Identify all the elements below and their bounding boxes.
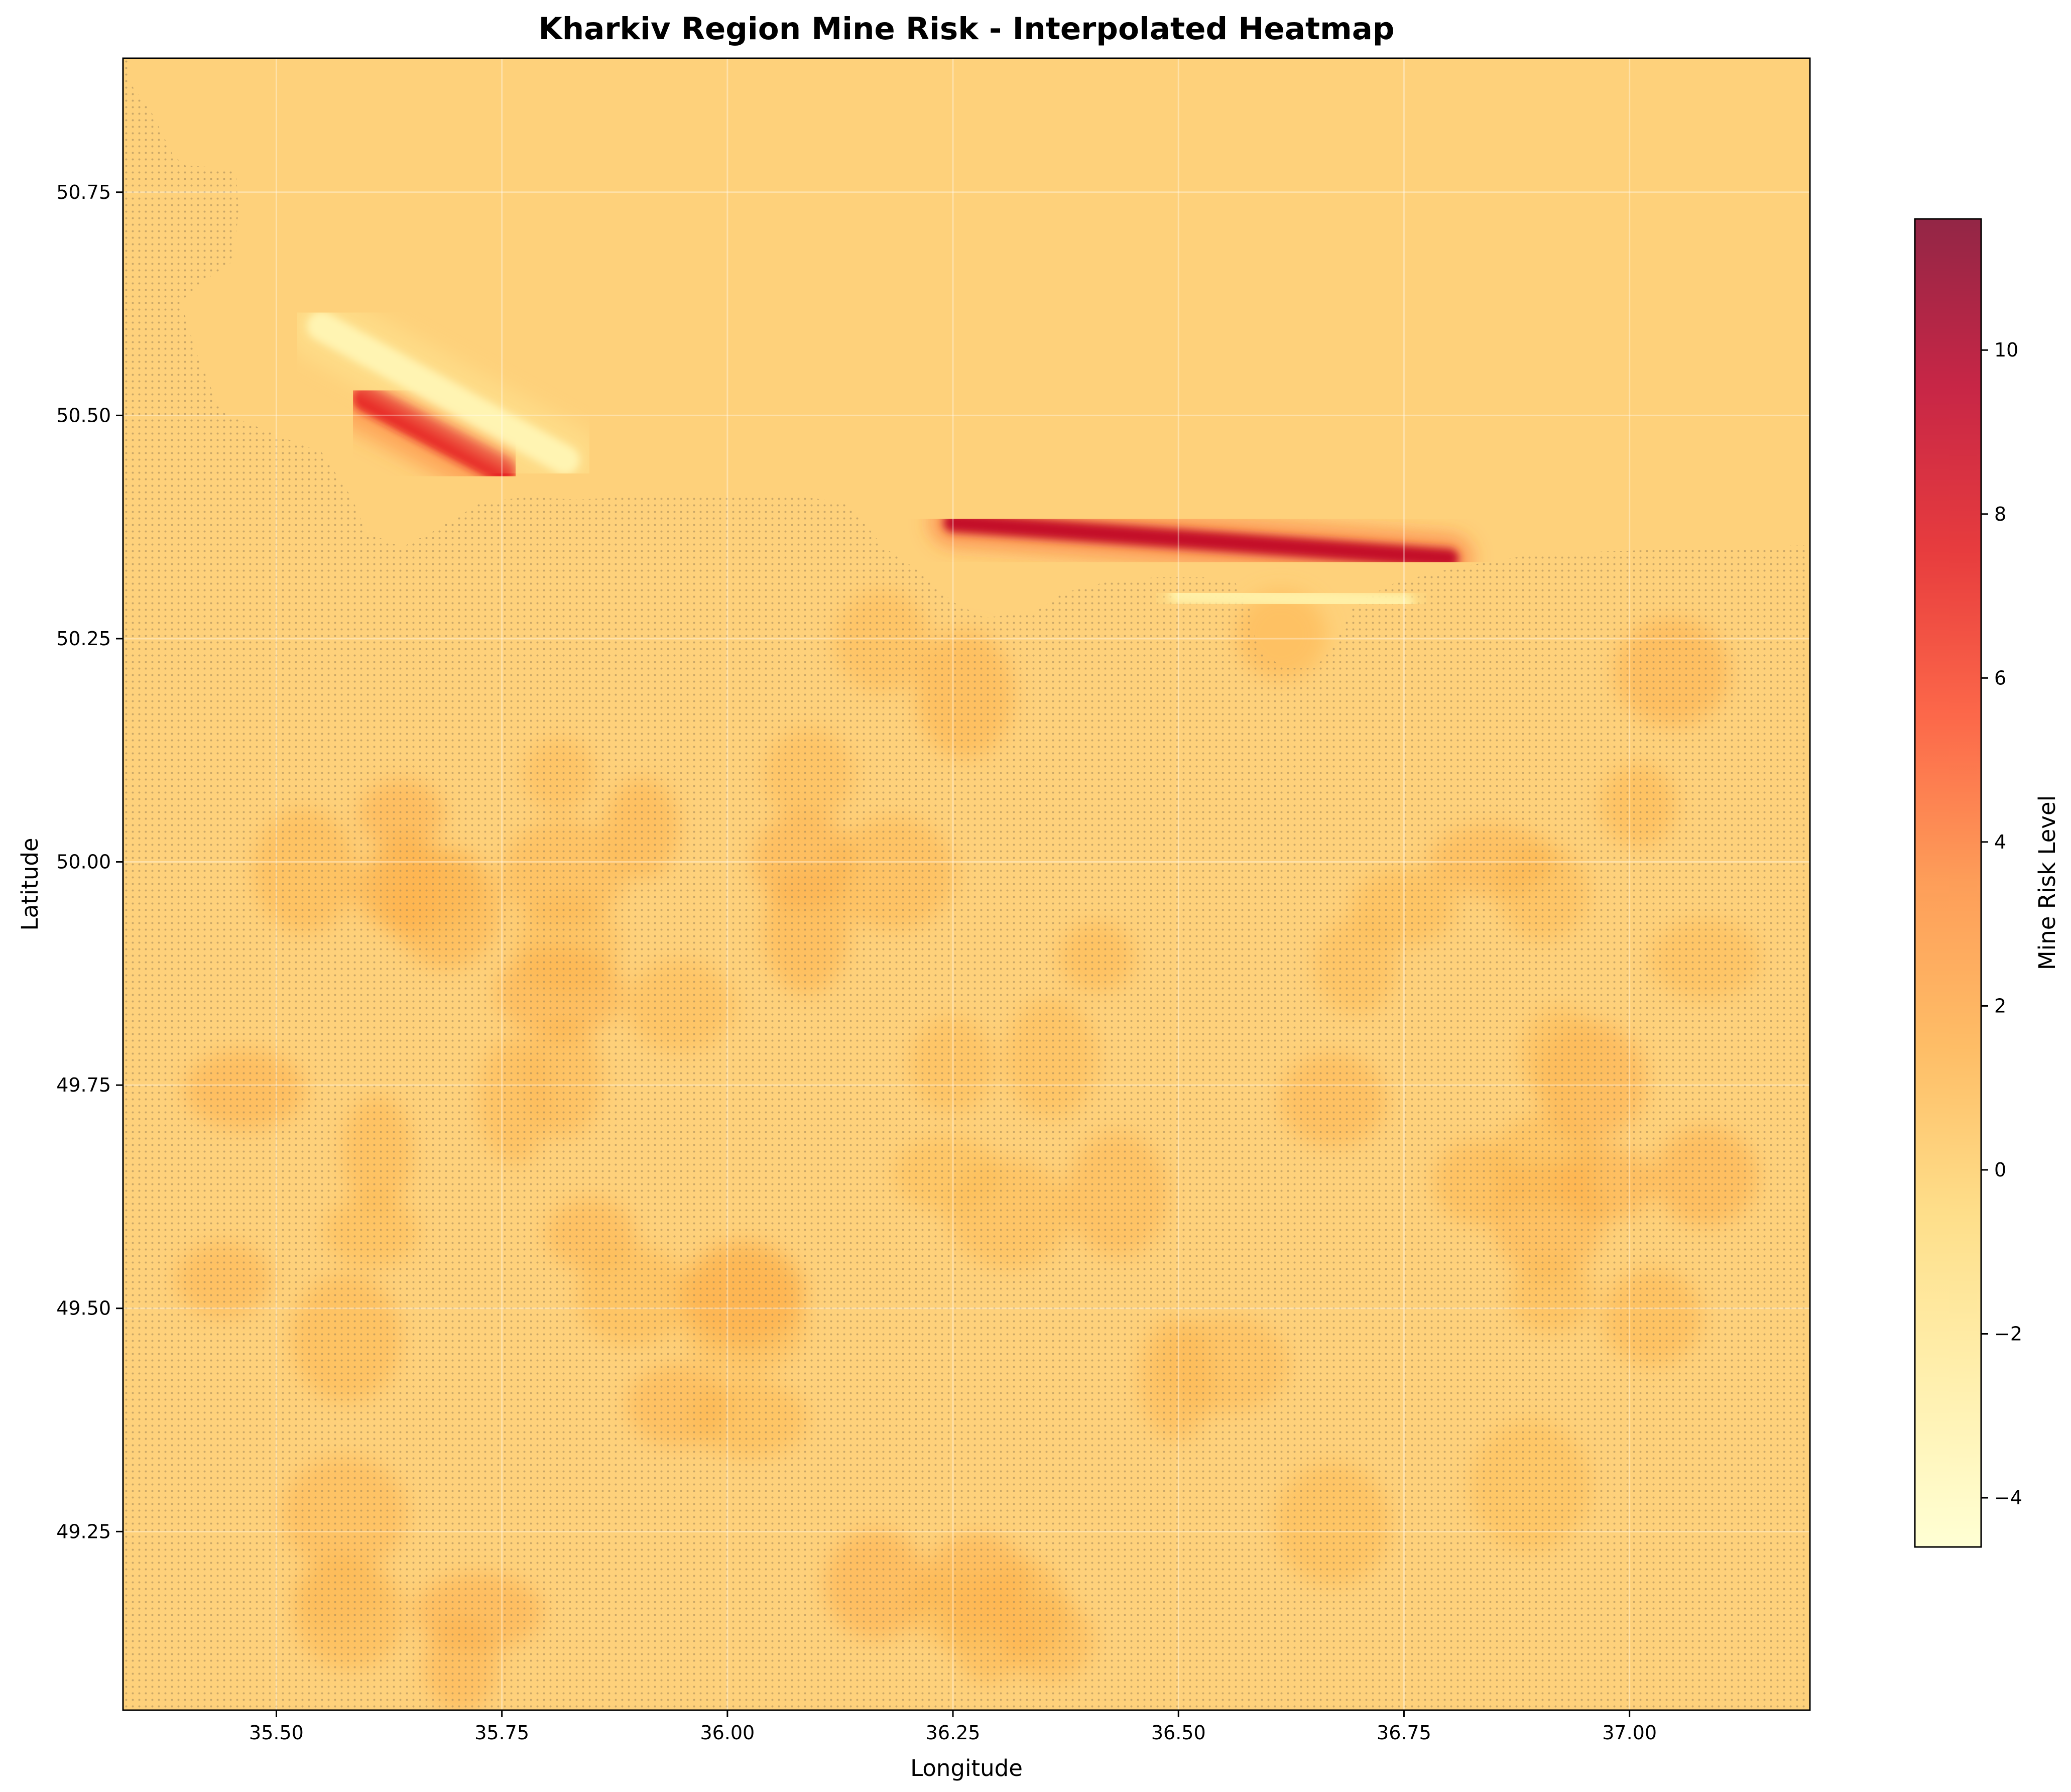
risk-bands bbox=[286, 291, 1472, 626]
x-tick-label: 35.50 bbox=[249, 1722, 304, 1744]
x-axis-label: Longitude bbox=[910, 1755, 1023, 1781]
colorbar-label: Mine Risk Level bbox=[2034, 795, 2060, 970]
y-axis-ticks: 49.25 49.50 49.75 50.00 50.25 50.50 50.75 bbox=[56, 181, 123, 1542]
survey-dots bbox=[123, 58, 1810, 1710]
grid-lines bbox=[123, 58, 1810, 1710]
y-tick-label: 49.50 bbox=[56, 1297, 111, 1320]
x-tick-label: 37.00 bbox=[1602, 1722, 1657, 1744]
x-tick-label: 36.50 bbox=[1151, 1722, 1206, 1744]
colorbar-ticks: −4 −2 0 2 4 6 8 10 bbox=[1981, 339, 2022, 1509]
y-tick-label: 49.75 bbox=[56, 1074, 111, 1096]
risk-band bbox=[307, 311, 580, 475]
risk-band bbox=[1169, 584, 1414, 613]
colorbar-tick-label: 8 bbox=[1994, 503, 2006, 525]
x-axis-ticks: 35.50 35.75 36.00 36.25 36.50 36.75 37.00 bbox=[249, 1710, 1657, 1744]
y-axis-label: Latitude bbox=[17, 838, 43, 930]
colorbar-tick-label: 10 bbox=[1994, 339, 2018, 361]
y-tick-label: 50.25 bbox=[56, 628, 111, 650]
risk-band bbox=[943, 513, 1459, 568]
dotted-survey-region bbox=[123, 58, 1810, 1710]
colorbar-tick-label: 2 bbox=[1994, 995, 2006, 1017]
x-tick-label: 35.75 bbox=[474, 1722, 529, 1744]
colorbar-tick-label: 0 bbox=[1994, 1159, 2006, 1181]
risk-band bbox=[352, 383, 517, 484]
colorbar-tick-label: −2 bbox=[1994, 1323, 2022, 1345]
chart-title: Kharkiv Region Mine Risk - Interpolated … bbox=[538, 11, 1394, 47]
x-tick-label: 36.00 bbox=[700, 1722, 755, 1744]
y-tick-label: 50.00 bbox=[56, 851, 111, 873]
x-tick-label: 36.25 bbox=[926, 1722, 981, 1744]
colorbar bbox=[1914, 218, 1982, 1548]
x-tick-label: 36.75 bbox=[1377, 1722, 1431, 1744]
colorbar-tick-label: 4 bbox=[1994, 831, 2006, 853]
y-tick-label: 50.50 bbox=[56, 404, 111, 426]
colorbar-tick-label: −4 bbox=[1994, 1487, 2022, 1509]
plot-area bbox=[123, 58, 1810, 1710]
y-tick-label: 49.25 bbox=[56, 1520, 111, 1542]
y-tick-label: 50.75 bbox=[56, 181, 111, 203]
colorbar-tick-label: 6 bbox=[1994, 667, 2006, 689]
plot-frame bbox=[122, 57, 1811, 1711]
